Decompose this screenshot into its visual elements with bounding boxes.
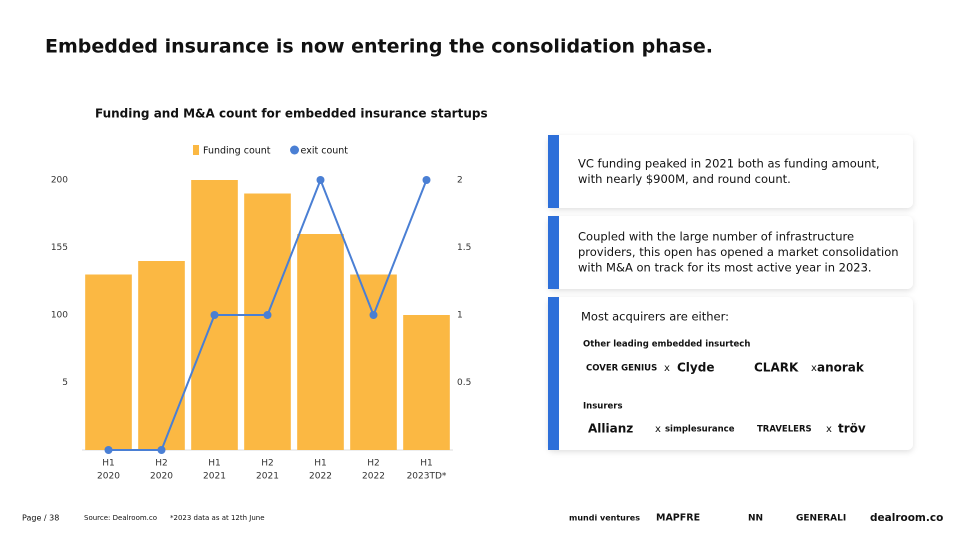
logo-text: x bbox=[664, 363, 670, 374]
logo-text: simplesurance bbox=[665, 425, 735, 435]
x-tick-label: H2 bbox=[367, 459, 380, 469]
slide-title: Embedded insurance is now entering the c… bbox=[45, 36, 713, 58]
x-tick-label: 2021 bbox=[256, 472, 279, 482]
logo-text: COVER GENIUS bbox=[586, 364, 657, 374]
logo-text: x bbox=[655, 424, 661, 435]
bar bbox=[138, 261, 185, 450]
footer-page: Page / 38 bbox=[22, 514, 59, 523]
acquirers-heading: Most acquirers are either: bbox=[581, 310, 729, 324]
card bbox=[548, 135, 913, 208]
y2-tick-label: 2 bbox=[457, 176, 463, 186]
x-tick-label: 2023TD* bbox=[407, 472, 447, 482]
legend-label: Funding count bbox=[203, 146, 271, 157]
logo-text: anorak bbox=[817, 361, 865, 375]
x-tick-label: H1 bbox=[314, 459, 327, 469]
card-text: with nearly $900M, and round count. bbox=[578, 172, 791, 186]
card-accent bbox=[548, 297, 559, 450]
x-tick-label: 2022 bbox=[309, 472, 332, 482]
x-tick-label: 2020 bbox=[97, 472, 120, 482]
x-tick-label: H1 bbox=[420, 459, 433, 469]
legend-swatch bbox=[193, 145, 199, 155]
group-label: Insurers bbox=[583, 402, 623, 412]
x-tick-label: H1 bbox=[208, 459, 221, 469]
card-accent bbox=[548, 216, 559, 289]
logo-text: x bbox=[826, 424, 832, 435]
point bbox=[422, 176, 431, 184]
legend-swatch bbox=[290, 145, 300, 155]
card-text: with M&A on track for its most active ye… bbox=[578, 261, 872, 275]
point bbox=[157, 446, 166, 454]
card-text: VC funding peaked in 2021 both as fundin… bbox=[578, 156, 880, 170]
x-tick-label: 2021 bbox=[203, 472, 226, 482]
point bbox=[369, 311, 378, 319]
point bbox=[104, 446, 113, 454]
footer-note: *2023 data as at 12th June bbox=[170, 514, 265, 522]
logo-text: TRAVELERS bbox=[757, 425, 812, 435]
logo-text: x bbox=[811, 363, 817, 374]
x-tick-label: H2 bbox=[261, 459, 274, 469]
y2-tick-label: 1 bbox=[457, 311, 463, 321]
card-accent bbox=[548, 135, 559, 208]
bar bbox=[403, 315, 450, 450]
x-tick-label: H1 bbox=[102, 459, 115, 469]
x-tick-label: 2022 bbox=[362, 472, 385, 482]
card bbox=[548, 297, 913, 450]
group-label: Other leading embedded insurtech bbox=[583, 340, 750, 350]
y-tick-label: 5 bbox=[62, 378, 68, 388]
footer-logo: dealroom.co bbox=[870, 512, 943, 524]
bar bbox=[297, 234, 344, 450]
logo-text: Clyde bbox=[677, 361, 714, 375]
bar bbox=[244, 193, 291, 450]
y2-tick-label: 1.5 bbox=[457, 243, 471, 253]
legend-label: exit count bbox=[301, 146, 349, 157]
logo-text: Allianz bbox=[588, 422, 633, 436]
card bbox=[548, 216, 913, 289]
footer-logo: MAPFRE bbox=[656, 513, 700, 524]
chart-title: Funding and M&A count for embedded insur… bbox=[95, 107, 488, 121]
y2-tick-label: 0.5 bbox=[457, 378, 471, 388]
logo-text: CLARK bbox=[754, 361, 799, 375]
footer-logo: NN bbox=[748, 514, 763, 524]
card-text: Coupled with the large number of infrast… bbox=[578, 230, 854, 244]
x-tick-label: H2 bbox=[155, 459, 168, 469]
footer-logo: GENERALI bbox=[796, 514, 846, 524]
card-text: providers, this open has opened a market… bbox=[578, 245, 899, 259]
y-tick-label: 155 bbox=[51, 243, 68, 253]
point bbox=[210, 311, 219, 319]
footer-source: Source: Dealroom.co bbox=[84, 514, 157, 522]
point bbox=[316, 176, 325, 184]
y-tick-label: 200 bbox=[51, 176, 68, 186]
bar bbox=[85, 274, 132, 450]
bar bbox=[350, 274, 397, 450]
x-tick-label: 2020 bbox=[150, 472, 173, 482]
y-tick-label: 100 bbox=[51, 311, 68, 321]
footer-logo: mundi ventures bbox=[569, 514, 640, 523]
logo-text: tröv bbox=[838, 422, 866, 436]
point bbox=[263, 311, 272, 319]
